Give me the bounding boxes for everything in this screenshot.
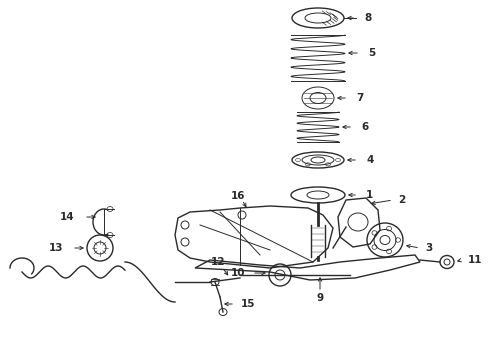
Text: 16: 16: [231, 191, 245, 201]
Text: 1: 1: [366, 190, 373, 200]
Text: 9: 9: [317, 293, 323, 303]
Text: 10: 10: [230, 268, 245, 278]
Text: 15: 15: [241, 299, 255, 309]
Text: 5: 5: [368, 48, 375, 58]
Text: 8: 8: [364, 13, 371, 23]
Text: 7: 7: [356, 93, 364, 103]
Text: 13: 13: [49, 243, 63, 253]
Text: 11: 11: [468, 255, 483, 265]
Text: 6: 6: [361, 122, 368, 132]
Text: 14: 14: [59, 212, 74, 222]
Text: 12: 12: [211, 257, 225, 267]
Text: 4: 4: [366, 155, 373, 165]
Text: 2: 2: [398, 195, 405, 205]
Text: 3: 3: [425, 243, 432, 253]
